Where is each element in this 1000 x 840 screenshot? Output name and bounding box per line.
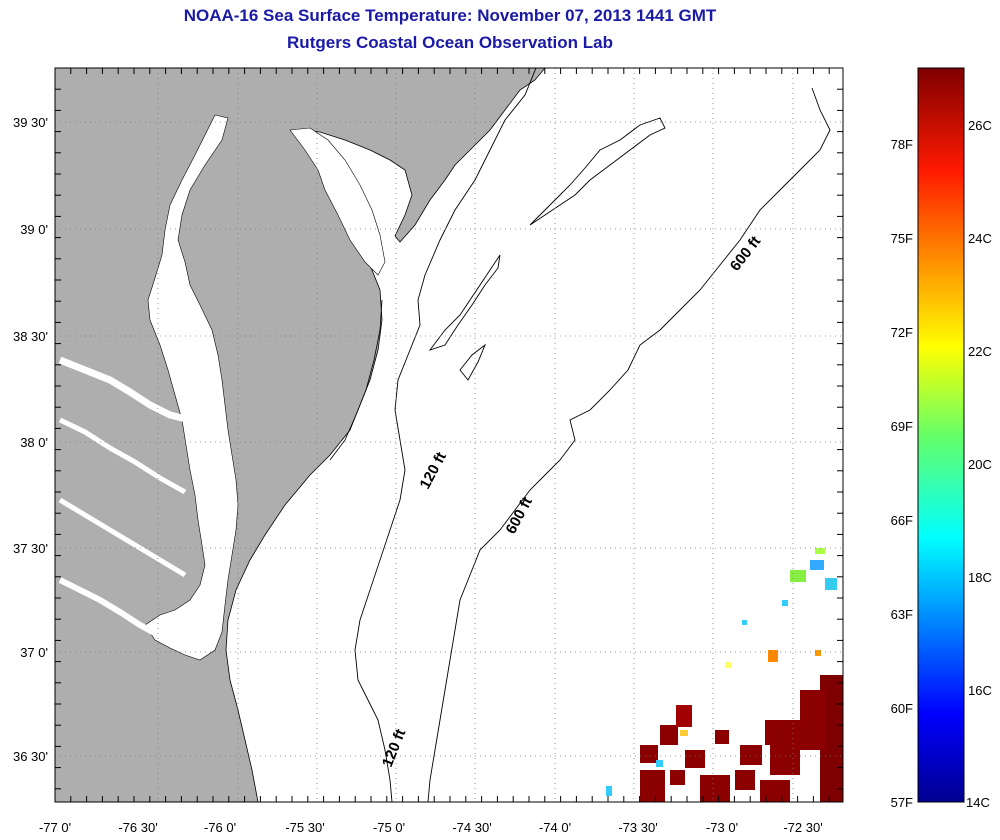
lon-tick-label: -76 0'	[204, 820, 236, 835]
lat-tick-label: 39 30'	[13, 115, 48, 130]
sst-pixels	[606, 548, 843, 802]
colorbar-c-labels: 26C 24C 22C 20C 18C 16C 14C	[966, 118, 992, 810]
colorbar-c-label: 22C	[968, 344, 992, 359]
colorbar	[917, 67, 965, 803]
colorbar-c-label: 20C	[968, 457, 992, 472]
colorbar-f-label: 75F	[891, 231, 913, 246]
lon-tick-label: -76 30'	[118, 820, 157, 835]
colorbar-c-label: 14C	[966, 795, 990, 810]
james-river	[58, 577, 162, 639]
lon-tick-label: -75 0'	[373, 820, 405, 835]
lon-tick-label: -75 30'	[285, 820, 324, 835]
latitude-labels: 39 30' 39 0' 38 30' 38 0' 37 30' 37 0' 3…	[13, 115, 48, 764]
rappahannock-river	[58, 417, 187, 495]
lat-tick-label: 38 30'	[13, 329, 48, 344]
isobath-600ft	[427, 87, 831, 802]
colorbar-c-label: 16C	[968, 683, 992, 698]
colorbar-f-label: 69F	[891, 419, 913, 434]
map-frame	[54, 67, 844, 803]
colorbar-f-label: 57F	[891, 795, 913, 810]
colorbar-f-label: 66F	[891, 513, 913, 528]
colorbar-f-label: 78F	[891, 137, 913, 152]
colorbar-f-labels: 78F 75F 72F 69F 66F 63F 60F 57F	[891, 137, 913, 810]
potomac-river	[58, 356, 191, 424]
lat-tick-label: 37 0'	[20, 645, 48, 660]
lat-tick-label: 36 30'	[13, 749, 48, 764]
lon-tick-label: -73 0'	[706, 820, 738, 835]
chesapeake-bay	[144, 114, 239, 661]
lon-tick-label: -77 0'	[39, 820, 71, 835]
isobath-120ft-shoals	[428, 117, 666, 381]
lat-tick-label: 37 30'	[13, 541, 48, 556]
delaware-bay	[289, 127, 386, 276]
lon-tick-label: -72 30'	[783, 820, 822, 835]
lat-tick-label: 39 0'	[20, 222, 48, 237]
colorbar-c-label: 24C	[968, 231, 992, 246]
lon-tick-label: -74 30'	[452, 820, 491, 835]
coastline-detail	[329, 299, 383, 461]
map-title: NOAA-16 Sea Surface Temperature: Novembe…	[183, 6, 717, 25]
longitude-labels: -77 0' -76 30' -76 0' -75 30' -75 0' -74…	[39, 820, 823, 835]
lon-tick-label: -74 0'	[539, 820, 571, 835]
colorbar-c-label: 26C	[968, 118, 992, 133]
colorbar-f-label: 72F	[891, 325, 913, 340]
york-river	[58, 497, 187, 578]
colorbar-f-label: 63F	[891, 607, 913, 622]
frame-ticks	[54, 67, 843, 802]
isobath-120ft	[354, 68, 537, 802]
colorbar-c-label: 18C	[968, 570, 992, 585]
map-subtitle: Rutgers Coastal Ocean Observation Lab	[287, 33, 613, 52]
lon-tick-label: -73 30'	[618, 820, 657, 835]
lat-tick-label: 38 0'	[20, 435, 48, 450]
colorbar-f-label: 60F	[891, 701, 913, 716]
